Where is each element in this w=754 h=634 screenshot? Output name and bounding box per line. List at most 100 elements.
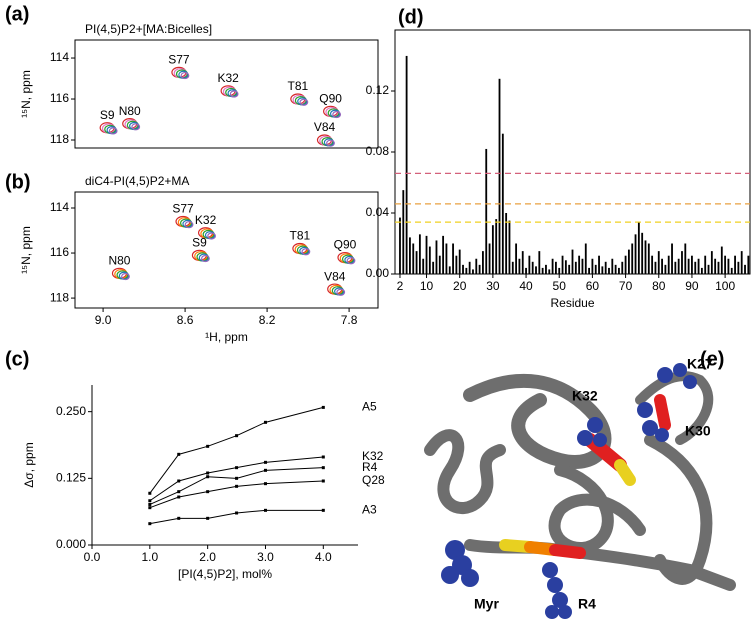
data-point [206, 444, 210, 448]
data-point [206, 516, 210, 520]
bar [422, 258, 425, 274]
bar [475, 258, 478, 274]
peak-label: T81 [290, 229, 311, 243]
bar [681, 251, 683, 274]
bar [664, 264, 667, 274]
x-tick-label: 9.0 [95, 313, 112, 327]
x-tick-label: 8.6 [177, 313, 194, 327]
peak-label: S77 [172, 202, 194, 216]
bar [747, 255, 750, 274]
panel-label: (a) [5, 3, 29, 25]
data-point [177, 452, 181, 456]
y-axis-label: Δσ, ppm [22, 442, 36, 487]
data-point [263, 468, 267, 472]
bar [584, 243, 587, 274]
data-point [206, 471, 210, 475]
bar [611, 258, 614, 274]
y-tick-label: 0.250 [56, 404, 86, 418]
bar [462, 264, 464, 274]
data-point [263, 482, 267, 486]
highlight [654, 394, 671, 431]
x-axis-label: Residue [550, 296, 594, 310]
peak-label: S9 [100, 108, 115, 122]
x-tick-label: 7.8 [341, 313, 358, 327]
y-tick-label: 116 [50, 91, 69, 105]
peak-contour [229, 90, 239, 98]
bar [482, 251, 484, 274]
x-tick-label: 1.0 [141, 550, 158, 564]
data-point [206, 475, 210, 479]
bar [657, 251, 660, 274]
series-label: A3 [362, 503, 377, 517]
bar [435, 240, 438, 274]
side-chain [441, 363, 697, 619]
series-label: Q28 [362, 473, 385, 487]
bar [442, 235, 445, 274]
bar [541, 267, 544, 274]
y-tick-label: 116 [50, 245, 69, 259]
data-point [177, 490, 181, 494]
bar [525, 267, 527, 274]
data-point [177, 516, 181, 520]
y-tick-label: 0.12 [366, 83, 390, 97]
bar [697, 258, 700, 274]
bar [674, 261, 677, 274]
bar [495, 219, 498, 274]
bar [455, 255, 458, 274]
y-tick-label: 0.125 [56, 471, 86, 485]
y-tick-label: 118 [50, 290, 69, 304]
bar [405, 55, 408, 274]
peak-contour [131, 123, 141, 131]
panel-label: (b) [5, 171, 31, 193]
bar [558, 267, 561, 274]
x-tick-label: 70 [619, 279, 633, 293]
bar [445, 243, 448, 274]
y-tick-label: 0.00 [366, 266, 390, 280]
bar [538, 251, 541, 274]
bar [571, 249, 574, 274]
data-point [263, 460, 267, 464]
peak-label: N80 [119, 104, 141, 118]
x-axis-label: [PI(4,5)P2], mol% [178, 567, 272, 581]
series-line [149, 467, 324, 505]
x-tick-label: 80 [652, 279, 666, 293]
bar [452, 243, 454, 274]
structure-label: K32 [572, 388, 598, 404]
peak-contour [326, 139, 335, 147]
bar [418, 234, 421, 274]
x-tick-label: 4.0 [315, 550, 332, 564]
bar [694, 261, 697, 274]
bar [535, 266, 537, 274]
peak-label: S77 [168, 53, 190, 67]
data-point [148, 502, 152, 506]
data-point [235, 466, 239, 470]
series-label: K32 [362, 449, 384, 463]
x-tick-label: 10 [420, 279, 434, 293]
y-tick-label: 118 [50, 132, 69, 146]
structure-drawing: K27 K32 K30 R4 Myr (e) [424, 348, 736, 619]
bar [707, 264, 710, 274]
bar [428, 246, 431, 274]
bar [644, 240, 647, 274]
peak-contour [121, 272, 130, 281]
data-point [177, 495, 181, 499]
bar [631, 243, 634, 274]
x-tick-label: 30 [486, 279, 500, 293]
series-label: R4 [362, 460, 378, 474]
y-tick-label: 0.04 [366, 205, 390, 219]
bar [691, 255, 693, 274]
peak-contour [346, 257, 356, 265]
x-axis-label: ¹H, ppm [205, 330, 248, 344]
series-line [149, 509, 324, 525]
structure-label: R4 [578, 596, 596, 612]
bar [568, 264, 571, 274]
helix [644, 434, 713, 585]
data-point [235, 434, 239, 438]
peak-label: Q90 [334, 238, 357, 252]
bar [409, 237, 411, 274]
data-point [321, 479, 325, 483]
bar [744, 264, 746, 274]
bar [518, 258, 521, 274]
bar [727, 258, 730, 274]
